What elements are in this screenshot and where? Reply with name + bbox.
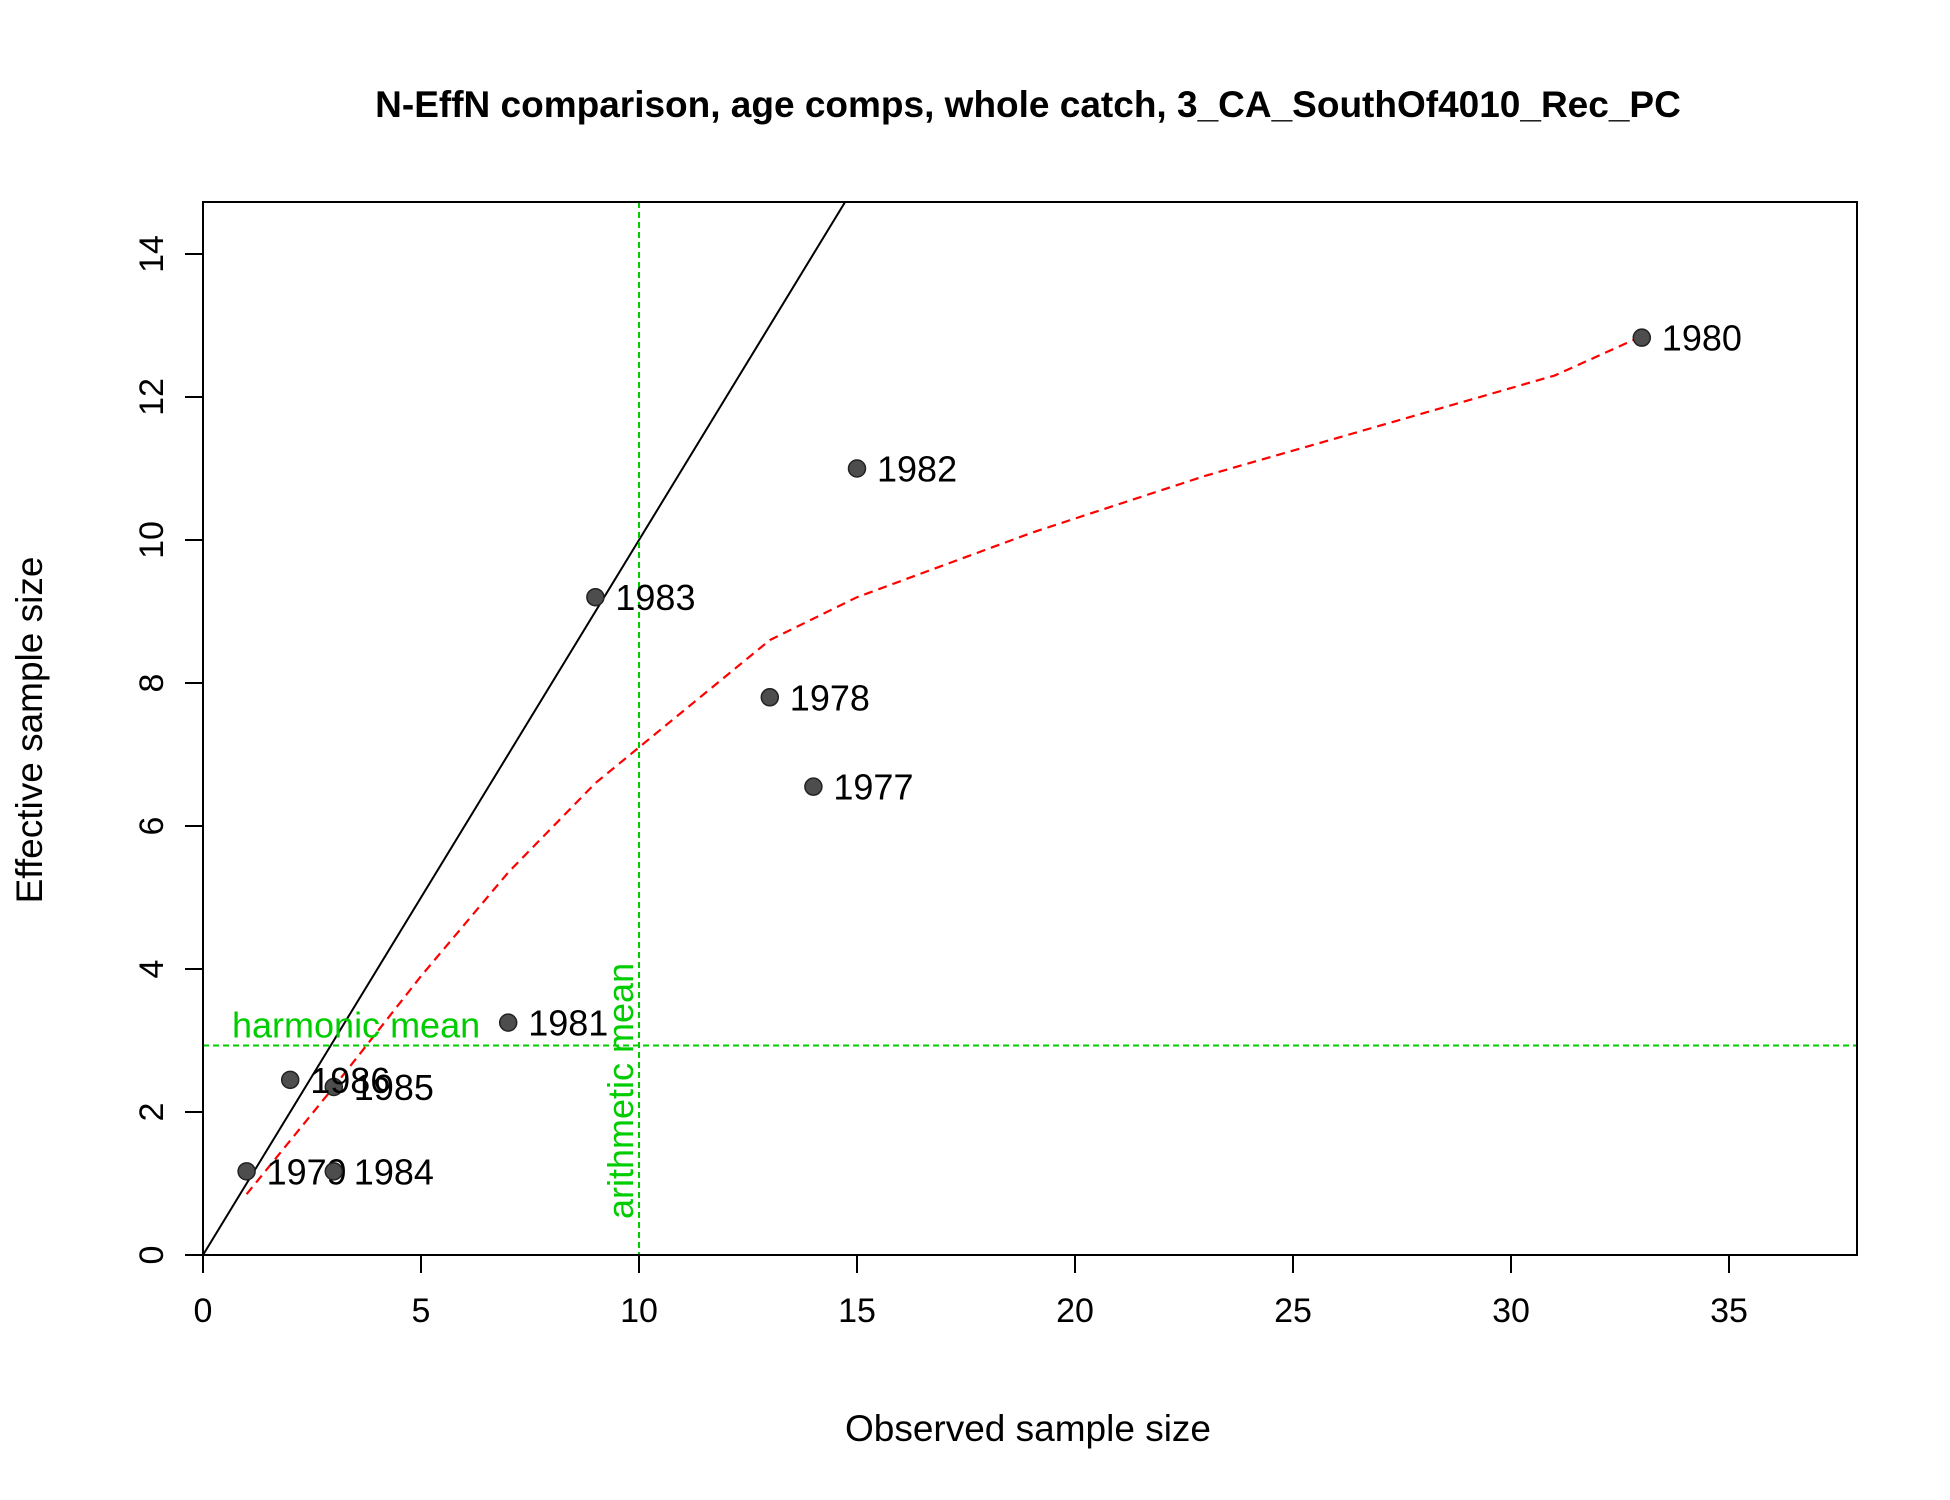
y-tick-label-12: 12 — [133, 378, 171, 416]
data-point-1984 — [324, 1162, 344, 1181]
data-point-1978 — [760, 688, 780, 707]
point-label-1986: 1986 — [310, 1060, 390, 1101]
data-point-1977 — [804, 777, 823, 796]
y-axis-label: Effective sample size — [9, 557, 50, 904]
smoother-line — [245, 335, 1643, 1195]
arithmetic-mean-label: arithmetic mean — [600, 963, 641, 1219]
x-tick-label-30: 30 — [1492, 1292, 1530, 1330]
x-tick-label-10: 10 — [620, 1292, 658, 1330]
data-point-1980 — [1632, 328, 1652, 347]
x-tick-label-15: 15 — [838, 1292, 876, 1330]
data-point-1979 — [237, 1162, 256, 1181]
point-label-1985: 1985 — [354, 1067, 434, 1108]
x-tick-label-20: 20 — [1056, 1292, 1094, 1330]
data-point-1982 — [847, 459, 867, 478]
point-label-1978: 1978 — [790, 677, 870, 718]
data-point-1985 — [324, 1077, 344, 1097]
data-point-1986 — [280, 1070, 300, 1090]
y-tick-label-10: 10 — [133, 521, 171, 559]
point-label-1977: 1977 — [833, 767, 913, 808]
y-tick-label-8: 8 — [133, 674, 171, 693]
y-tick-label-6: 6 — [133, 817, 171, 836]
y-tick-label-2: 2 — [133, 1103, 171, 1122]
x-tick-label-5: 5 — [412, 1292, 431, 1330]
x-tick-label-25: 25 — [1274, 1292, 1312, 1330]
chart-title: N-EffN comparison, age comps, whole catc… — [375, 84, 1681, 125]
point-label-1984: 1984 — [354, 1151, 434, 1192]
harmonic-mean-label: harmonic mean — [232, 1005, 480, 1046]
plot-border — [202, 201, 1858, 1256]
y-tick-label-0: 0 — [133, 1246, 171, 1265]
y-tick-label-4: 4 — [133, 960, 171, 979]
point-label-1981: 1981 — [528, 1003, 608, 1044]
one-to-one-line — [203, 202, 847, 1255]
plot-content — [203, 202, 1857, 1255]
x-tick-label-0: 0 — [194, 1292, 213, 1330]
data-point-1981 — [498, 1013, 518, 1032]
point-label-1983: 1983 — [615, 577, 695, 618]
y-tick-label-14: 14 — [133, 235, 171, 273]
x-axis-label: Observed sample size — [845, 1408, 1211, 1449]
point-label-1982: 1982 — [877, 449, 957, 490]
plot-area: harmonic mean arithmetic mean197719781979… — [133, 201, 1858, 1330]
point-label-1980: 1980 — [1662, 318, 1742, 359]
x-tick-label-35: 35 — [1710, 1292, 1748, 1330]
data-point-1983 — [586, 587, 605, 607]
